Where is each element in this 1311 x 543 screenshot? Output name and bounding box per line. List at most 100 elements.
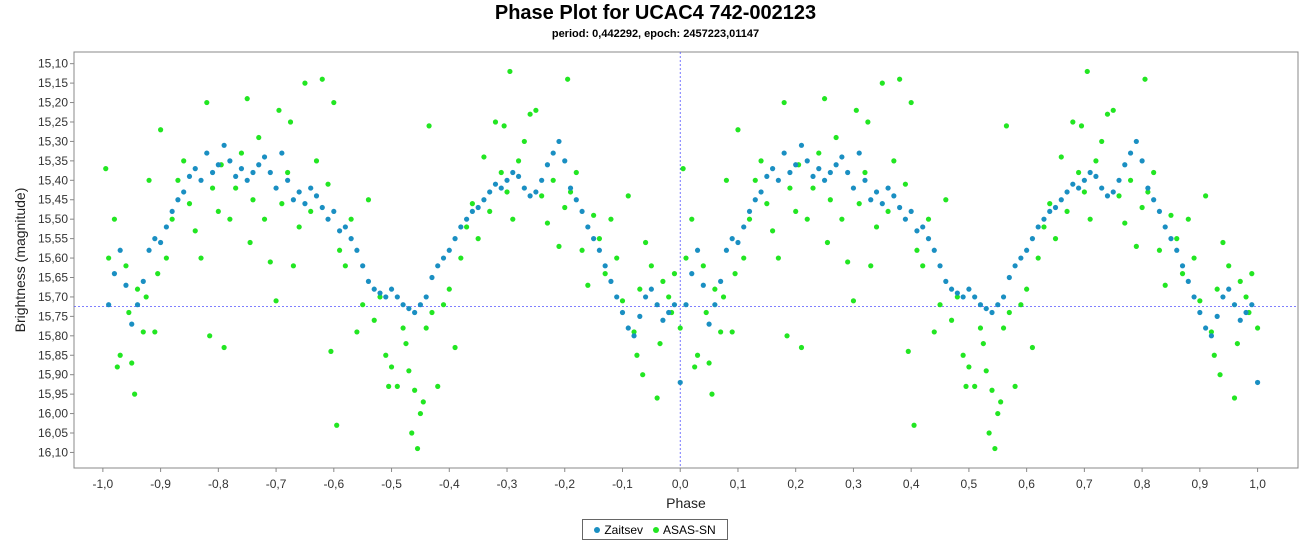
y-tick-label: 15,85 — [38, 348, 68, 362]
data-point-asassn — [642, 239, 649, 246]
data-point-asassn — [1076, 169, 1082, 176]
data-point-asassn — [544, 220, 551, 226]
data-point-zaitsev — [279, 150, 285, 156]
data-point-asassn — [591, 212, 597, 218]
data-point-zaitsev — [839, 154, 845, 160]
data-point-zaitsev — [775, 177, 781, 183]
data-point-zaitsev — [527, 193, 533, 199]
data-point-zaitsev — [233, 173, 239, 180]
data-point-zaitsev — [891, 193, 897, 199]
data-point-asassn — [287, 119, 294, 125]
data-point-zaitsev — [198, 177, 204, 183]
data-point-zaitsev — [140, 278, 146, 284]
data-point-asassn — [409, 430, 415, 436]
data-point-asassn — [640, 372, 646, 378]
data-point-zaitsev — [336, 228, 343, 234]
data-point-asassn — [885, 208, 891, 215]
data-point-asassn — [515, 158, 522, 164]
data-point-asassn — [914, 247, 920, 253]
x-tick-label: -0,3 — [497, 477, 518, 491]
data-point-asassn — [539, 193, 545, 199]
data-point-asassn — [666, 294, 672, 300]
data-point-zaitsev — [1035, 224, 1041, 230]
data-point-asassn — [198, 255, 204, 261]
data-point-zaitsev — [1052, 204, 1059, 211]
data-point-asassn — [992, 445, 998, 452]
data-point-asassn — [1197, 298, 1203, 304]
data-point-zaitsev — [741, 224, 747, 230]
data-point-zaitsev — [1122, 162, 1128, 168]
data-point-zaitsev — [1162, 224, 1168, 230]
data-point-zaitsev — [856, 150, 862, 156]
data-point-asassn — [758, 158, 764, 164]
data-point-asassn — [585, 282, 591, 288]
data-point-zaitsev — [1081, 177, 1087, 183]
data-point-asassn — [302, 80, 308, 86]
data-point-zaitsev — [983, 305, 989, 312]
x-tick-label: 0,4 — [903, 477, 920, 491]
data-point-zaitsev — [1110, 189, 1116, 195]
data-point-zaitsev — [1087, 169, 1093, 176]
data-point-zaitsev — [833, 162, 839, 168]
data-point-asassn — [354, 329, 360, 335]
data-point-asassn — [920, 263, 926, 269]
data-point-zaitsev — [885, 185, 891, 191]
data-point-asassn — [1047, 201, 1053, 207]
data-point-zaitsev — [804, 158, 810, 164]
data-point-zaitsev — [972, 294, 978, 300]
data-point-asassn — [709, 391, 715, 397]
x-axis-label: Phase — [666, 495, 706, 511]
x-tick-label: 0,6 — [1018, 477, 1035, 491]
data-point-asassn — [1003, 123, 1010, 129]
data-point-asassn — [386, 383, 392, 389]
data-point-asassn — [403, 340, 409, 347]
data-point-asassn — [209, 185, 216, 191]
y-tick-label: 15,90 — [38, 368, 68, 382]
data-point-asassn — [764, 201, 770, 207]
x-tick-label: 0,7 — [1076, 477, 1093, 491]
data-point-asassn — [426, 123, 432, 129]
data-point-zaitsev — [648, 286, 654, 292]
y-tick-label: 15,95 — [38, 387, 68, 401]
data-point-zaitsev — [106, 302, 112, 308]
data-point-asassn — [313, 158, 320, 164]
data-point-zaitsev — [1099, 185, 1105, 191]
data-point-zaitsev — [770, 166, 776, 172]
chart-title: Phase Plot for UCAC4 742-002123 — [494, 2, 817, 24]
data-point-zaitsev — [181, 189, 187, 195]
data-point-asassn — [521, 138, 527, 145]
data-point-zaitsev — [1174, 247, 1180, 253]
data-point-asassn — [348, 216, 354, 222]
data-point-asassn — [1179, 271, 1186, 277]
data-point-asassn — [720, 294, 727, 300]
data-point-zaitsev — [666, 309, 672, 316]
data-point-zaitsev — [954, 290, 960, 296]
x-tick-label: 0,0 — [672, 477, 689, 491]
data-point-zaitsev — [111, 271, 118, 277]
data-point-asassn — [143, 294, 149, 300]
data-point-zaitsev — [925, 236, 932, 242]
data-point-zaitsev — [879, 201, 885, 207]
data-point-asassn — [625, 193, 631, 199]
data-point-asassn — [983, 368, 989, 374]
data-point-zaitsev — [897, 204, 903, 211]
data-point-asassn — [1214, 286, 1220, 292]
data-point-asassn — [692, 364, 698, 370]
data-point-asassn — [833, 134, 839, 141]
data-point-zaitsev — [1104, 193, 1111, 199]
data-point-asassn — [905, 348, 911, 354]
data-point-zaitsev — [631, 333, 637, 339]
y-tick-label: 16,10 — [38, 445, 68, 459]
data-point-zaitsev — [440, 255, 447, 261]
data-point-asassn — [1133, 243, 1139, 249]
data-point-asassn — [954, 294, 960, 300]
data-point-asassn — [267, 259, 273, 265]
data-point-zaitsev — [1070, 181, 1076, 187]
x-tick-label: -0,6 — [323, 477, 344, 491]
data-point-zaitsev — [273, 185, 279, 191]
data-point-zaitsev — [152, 236, 158, 242]
x-tick-label: 0,3 — [845, 477, 862, 491]
data-point-asassn — [377, 294, 383, 300]
data-point-zaitsev — [365, 278, 372, 284]
legend-marker-zaitsev — [594, 526, 601, 533]
